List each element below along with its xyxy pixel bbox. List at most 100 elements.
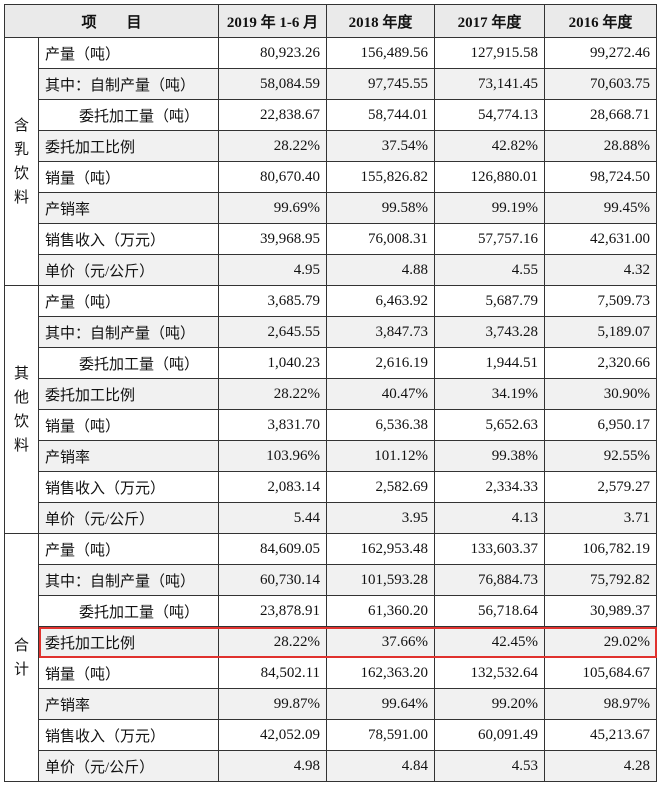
value-cell: 3.71	[544, 502, 658, 534]
value-cell: 58,084.59	[218, 68, 328, 100]
value-cell: 30.90%	[544, 378, 658, 410]
value-cell: 60,730.14	[218, 564, 328, 596]
row-item-label: 销售收入（万元）	[37, 471, 220, 503]
value-cell: 99.69%	[218, 192, 328, 224]
value-cell: 39,968.95	[218, 223, 328, 255]
table-row: 委托加工比例 28.22% 37.54% 42.82% 28.88%	[5, 130, 658, 162]
value-cell: 80,923.26	[218, 37, 328, 69]
value-cell: 1,040.23	[218, 347, 328, 379]
value-cell: 126,880.01	[434, 161, 546, 193]
value-cell: 4.13	[434, 502, 546, 534]
value-cell: 3.95	[326, 502, 436, 534]
value-cell: 3,743.28	[434, 316, 546, 348]
group-label-cell: 合计	[4, 533, 39, 782]
value-cell: 6,463.92	[326, 285, 436, 317]
production-sales-table-container: 项 目 2019 年 1-6 月 2018 年度 2017 年度 2016 年度…	[3, 4, 658, 782]
group-label: 其他饮料	[13, 365, 29, 454]
table-row: 产销率 99.87% 99.64% 99.20% 98.97%	[5, 688, 658, 720]
table-row: 销量（吨） 80,670.40 155,826.82 126,880.01 98,724…	[5, 161, 658, 193]
row-item-label: 产量（吨）	[37, 285, 220, 317]
value-cell: 28.22%	[218, 378, 328, 410]
value-cell: 99.19%	[434, 192, 546, 224]
value-cell: 4.88	[326, 254, 436, 286]
value-cell: 84,609.05	[218, 533, 328, 565]
row-item-label: 产销率	[37, 440, 220, 472]
value-cell: 2,616.19	[326, 347, 436, 379]
value-cell: 28,668.71	[544, 99, 658, 131]
row-item-label: 单价（元/公斤）	[37, 750, 220, 782]
row-item-label: 产量（吨）	[37, 533, 220, 565]
value-cell: 2,582.69	[326, 471, 436, 503]
value-cell: 99.58%	[326, 192, 436, 224]
row-item-label: 产销率	[37, 192, 220, 224]
table-row: 其中：自制产量（吨） 58,084.59 97,745.55 73,141.45 70,…	[5, 68, 658, 100]
value-cell: 40.47%	[326, 378, 436, 410]
value-cell: 101.12%	[326, 440, 436, 472]
table-row: 单价（元/公斤） 4.95 4.88 4.55 4.32	[5, 254, 658, 286]
value-cell: 4.98	[218, 750, 328, 782]
value-cell: 45,213.67	[544, 719, 658, 751]
value-cell: 4.32	[544, 254, 658, 286]
value-cell: 42,052.09	[218, 719, 328, 751]
group-label-cell: 其他饮料	[4, 285, 39, 534]
value-cell: 6,950.17	[544, 409, 658, 441]
header-2016: 2016 年度	[544, 4, 658, 38]
row-item-label: 产量（吨）	[37, 37, 220, 69]
group-label: 含乳饮料	[13, 117, 29, 206]
row-item-label: 销售收入（万元）	[37, 223, 220, 255]
table-body: 含乳饮料 产量（吨） 80,923.26 156,489.56 127,915.58 99…	[4, 37, 658, 782]
row-item-label: 委托加工比例	[37, 130, 220, 162]
table-row: 单价（元/公斤） 5.44 3.95 4.13 3.71	[5, 502, 658, 534]
value-cell: 105,684.67	[544, 657, 658, 689]
value-cell: 133,603.37	[434, 533, 546, 565]
value-cell: 58,744.01	[326, 99, 436, 131]
value-cell: 98,724.50	[544, 161, 658, 193]
value-cell: 23,878.91	[218, 595, 328, 627]
table-row: 其中：自制产量（吨） 60,730.14 101,593.28 76,884.73 75…	[5, 564, 658, 596]
value-cell: 76,884.73	[434, 564, 546, 596]
value-cell: 54,774.13	[434, 99, 546, 131]
value-cell: 99.38%	[434, 440, 546, 472]
value-cell: 42.82%	[434, 130, 546, 162]
value-cell: 29.02%	[544, 626, 658, 658]
value-cell: 5,687.79	[434, 285, 546, 317]
row-item-label: 销量（吨）	[37, 657, 220, 689]
table-row: 委托加工量（吨） 23,878.91 61,360.20 56,718.64 30,98…	[5, 595, 658, 627]
table-header-row: 项 目 2019 年 1-6 月 2018 年度 2017 年度 2016 年度	[3, 4, 658, 38]
value-cell: 162,953.48	[326, 533, 436, 565]
value-cell: 5,189.07	[544, 316, 658, 348]
value-cell: 42.45%	[434, 626, 546, 658]
row-item-label: 其中：自制产量（吨）	[37, 68, 220, 100]
value-cell: 155,826.82	[326, 161, 436, 193]
value-cell: 84,502.11	[218, 657, 328, 689]
value-cell: 2,083.14	[218, 471, 328, 503]
value-cell: 34.19%	[434, 378, 546, 410]
value-cell: 6,536.38	[326, 409, 436, 441]
row-item-label: 委托加工量（吨）	[37, 595, 220, 627]
value-cell: 75,792.82	[544, 564, 658, 596]
value-cell: 92.55%	[544, 440, 658, 472]
header-2019h1: 2019 年 1-6 月	[218, 4, 328, 38]
row-item-label: 委托加工量（吨）	[37, 99, 220, 131]
table-row: 委托加工量（吨） 1,040.23 2,616.19 1,944.51 2,320.66	[5, 347, 658, 379]
value-cell: 99.87%	[218, 688, 328, 720]
value-cell: 42,631.00	[544, 223, 658, 255]
table-row: 单价（元/公斤） 4.98 4.84 4.53 4.28	[5, 750, 658, 782]
value-cell: 106,782.19	[544, 533, 658, 565]
value-cell: 103.96%	[218, 440, 328, 472]
value-cell: 4.55	[434, 254, 546, 286]
value-cell: 4.84	[326, 750, 436, 782]
value-cell: 99.64%	[326, 688, 436, 720]
value-cell: 30,989.37	[544, 595, 658, 627]
value-cell: 56,718.64	[434, 595, 546, 627]
group-label: 合计	[13, 637, 29, 678]
value-cell: 97,745.55	[326, 68, 436, 100]
value-cell: 5,652.63	[434, 409, 546, 441]
row-item-label: 单价（元/公斤）	[37, 254, 220, 286]
value-cell: 57,757.16	[434, 223, 546, 255]
value-cell: 22,838.67	[218, 99, 328, 131]
value-cell: 61,360.20	[326, 595, 436, 627]
row-item-label: 其中：自制产量（吨）	[37, 316, 220, 348]
value-cell: 4.28	[544, 750, 658, 782]
table-row: 委托加工比例 28.22% 40.47% 34.19% 30.90%	[5, 378, 658, 410]
